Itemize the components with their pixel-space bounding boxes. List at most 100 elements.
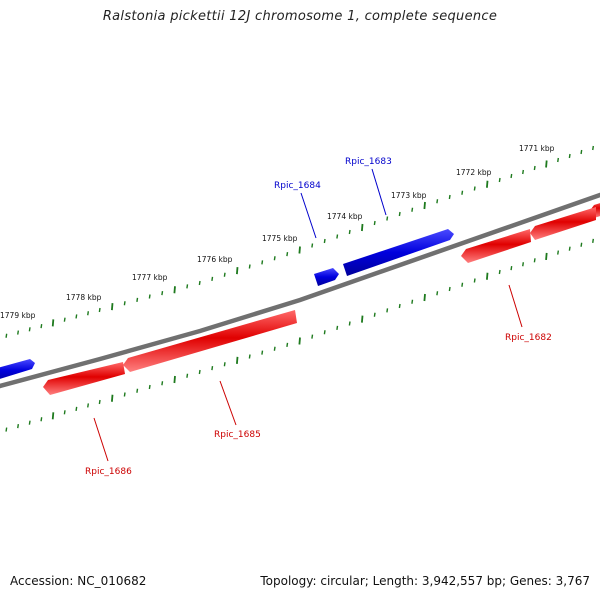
leader-line-rpic-1682 [508, 284, 523, 328]
major-tick [486, 180, 489, 188]
major-tick [173, 286, 176, 294]
kbp-label: 1778 kbp [66, 293, 102, 302]
kbp-label: 1779 kbp [0, 311, 36, 320]
minor-tick [510, 173, 513, 179]
leader-line-rpic-1686 [93, 417, 109, 462]
map-title: Ralstonia pickettii 12J chromosome 1, co… [102, 9, 498, 24]
minor-tick [533, 165, 536, 171]
minor-tick [461, 190, 464, 195]
major-tick [236, 267, 239, 275]
minor-tick [473, 186, 476, 191]
major-tick [51, 412, 55, 420]
genome-backbone [0, 192, 600, 389]
minor-tick [63, 410, 66, 415]
gene-arrow-forward-left[interactable] [0, 359, 35, 382]
minor-tick [186, 373, 189, 378]
major-tick [236, 356, 239, 364]
minor-tick [557, 250, 560, 255]
minor-tick [87, 311, 90, 316]
minor-tick [273, 256, 276, 261]
minor-tick [448, 194, 451, 200]
minor-tick [386, 216, 389, 221]
minor-tick [348, 321, 351, 326]
minor-tick [311, 243, 314, 248]
minor-tick [248, 354, 251, 359]
major-tick [298, 246, 301, 254]
minor-tick [63, 317, 66, 322]
minor-tick [161, 381, 164, 386]
minor-tick [436, 291, 439, 296]
kbp-label: 1774 kbp [327, 212, 363, 221]
inner-scale-ticks [5, 238, 595, 432]
minor-tick [198, 369, 201, 375]
minor-tick [5, 427, 8, 432]
kbp-label: 1775 kbp [262, 234, 298, 243]
gene-arrow-rpic-1683[interactable] [343, 229, 454, 276]
minor-tick [336, 325, 339, 330]
gene-label-rpic-1682[interactable]: Rpic_1682 [505, 333, 552, 343]
minor-tick [5, 333, 8, 338]
major-tick [361, 315, 364, 323]
major-tick [111, 303, 114, 311]
minor-tick [323, 238, 326, 244]
minor-tick [223, 272, 226, 277]
major-tick [423, 293, 426, 302]
minor-tick [286, 342, 289, 347]
minor-tick [311, 334, 314, 339]
minor-tick [348, 229, 351, 235]
minor-tick [411, 207, 414, 212]
kbp-label: 1771 kbp [519, 144, 555, 153]
major-tick [173, 375, 176, 384]
genome-stats: Topology: circular; Length: 3,942,557 bp… [260, 574, 590, 588]
leader-line-rpic-1685 [219, 380, 237, 426]
gene-arrow-rpic-1682[interactable] [461, 229, 531, 263]
minor-tick [498, 269, 501, 275]
gene-label-rpic-1684[interactable]: Rpic_1684 [274, 181, 321, 191]
minor-tick [148, 384, 151, 390]
minor-tick [87, 403, 90, 408]
major-tick [298, 337, 301, 345]
minor-tick [98, 399, 101, 405]
minor-tick [522, 169, 525, 175]
minor-tick [373, 220, 376, 226]
minor-tick [373, 312, 376, 317]
minor-tick [186, 284, 189, 289]
outer-scale-ticks [5, 145, 595, 338]
minor-tick [40, 324, 43, 329]
minor-tick [461, 282, 464, 287]
gene-arrow-rpic-1685[interactable] [123, 310, 297, 372]
accession-label: Accession: NC_010682 [10, 574, 147, 588]
minor-tick [28, 420, 31, 425]
leader-line-rpic-1684 [300, 192, 317, 239]
minor-tick [568, 246, 571, 251]
minor-tick [436, 199, 439, 204]
minor-tick [592, 238, 595, 243]
gene-arrow-reverse-right2[interactable] [530, 207, 596, 240]
minor-tick [75, 314, 78, 319]
gene-label-rpic-1683[interactable]: Rpic_1683 [345, 157, 392, 167]
minor-tick [522, 262, 525, 267]
minor-tick [28, 327, 31, 332]
minor-tick [411, 299, 414, 304]
minor-tick [557, 157, 560, 163]
minor-tick [17, 330, 20, 335]
gene-arrow-rpic-1686[interactable] [43, 362, 125, 395]
minor-tick [136, 388, 139, 393]
major-tick [361, 223, 364, 232]
minor-tick [211, 276, 214, 281]
gene-label-rpic-1686[interactable]: Rpic_1686 [85, 467, 132, 477]
minor-tick [568, 153, 571, 159]
kbp-label: 1777 kbp [132, 273, 168, 282]
gene-label-rpic-1685[interactable]: Rpic_1685 [214, 430, 261, 440]
minor-tick [273, 346, 276, 351]
kbp-label: 1773 kbp [391, 191, 427, 200]
minor-tick [510, 266, 513, 271]
gene-arrow-rpic-1684[interactable] [314, 268, 339, 286]
minor-tick [386, 308, 389, 313]
minor-tick [17, 424, 20, 429]
minor-tick [75, 406, 78, 411]
minor-tick [136, 297, 139, 302]
minor-tick [123, 301, 126, 306]
